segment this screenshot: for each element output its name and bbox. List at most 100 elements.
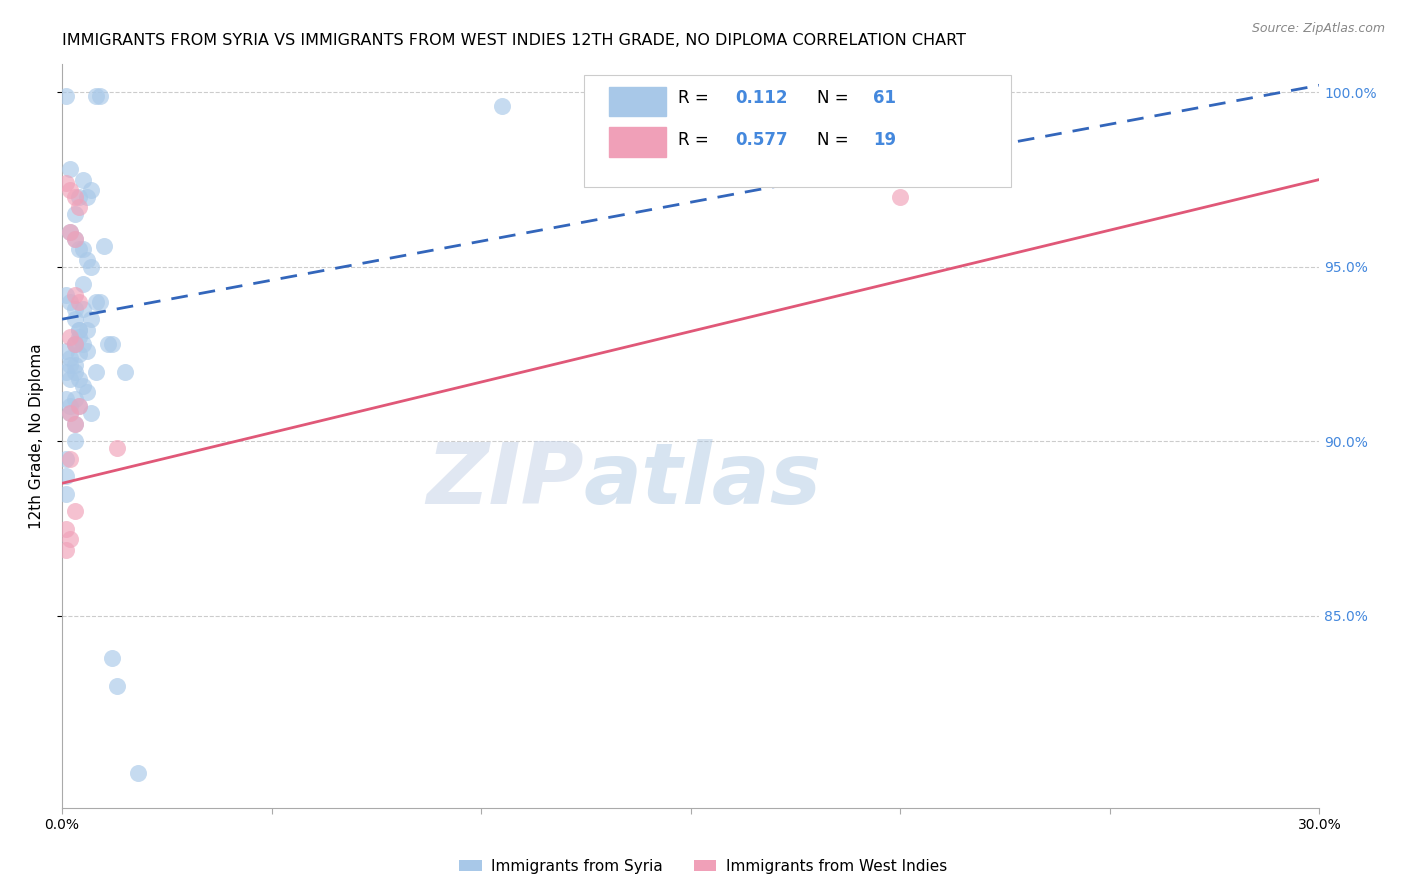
Point [114,365,136,379]
Point [63,207,86,221]
Point [72,301,94,316]
Point [59,183,82,197]
Point [59,225,82,239]
Point [76,385,98,400]
Legend: Immigrants from Syria, Immigrants from West Indies: Immigrants from Syria, Immigrants from W… [453,853,953,880]
Point [76,323,98,337]
Point [80,260,103,274]
Point [63,417,86,431]
Point [63,336,86,351]
Point [59,225,82,239]
Point [63,365,86,379]
Point [101,650,124,665]
Text: IMMIGRANTS FROM SYRIA VS IMMIGRANTS FROM WEST INDIES 12TH GRADE, NO DIPLOMA CORR: IMMIGRANTS FROM SYRIA VS IMMIGRANTS FROM… [62,33,966,48]
Point [67,400,90,414]
Point [72,277,94,292]
Point [105,679,128,693]
Point [72,378,94,392]
Point [59,358,82,372]
Point [59,351,82,365]
Point [76,252,98,267]
Point [67,190,90,204]
Point [127,766,149,780]
Point [59,371,82,385]
Point [67,323,90,337]
Point [67,347,90,361]
Point [93,239,115,253]
Point [59,406,82,420]
Point [84,294,107,309]
Text: N =: N = [817,131,853,149]
Point [67,294,90,309]
Point [63,190,86,204]
Point [491,99,513,113]
Point [80,183,103,197]
FancyBboxPatch shape [583,76,1011,187]
Point [67,323,90,337]
Point [67,243,90,257]
Text: 0.112: 0.112 [735,88,787,107]
Point [72,336,94,351]
Point [55,343,77,358]
Point [59,400,82,414]
Bar [609,128,665,157]
Point [72,243,94,257]
Point [67,400,90,414]
Y-axis label: 12th Grade, No Diploma: 12th Grade, No Diploma [30,343,44,529]
Point [63,287,86,301]
Point [80,312,103,326]
Point [63,336,86,351]
Text: Source: ZipAtlas.com: Source: ZipAtlas.com [1251,22,1385,36]
Point [59,294,82,309]
Point [55,469,77,483]
Text: N =: N = [817,88,853,107]
Point [101,336,124,351]
Point [105,442,128,456]
Text: R =: R = [678,131,714,149]
Point [97,336,120,351]
Point [59,161,82,176]
Point [63,312,86,326]
Point [67,201,90,215]
Point [889,190,911,204]
Text: 0.577: 0.577 [735,131,787,149]
Point [55,487,77,501]
Point [55,522,77,536]
Point [63,434,86,449]
Point [59,329,82,343]
Point [63,232,86,246]
Point [67,329,90,343]
Point [55,451,77,466]
Point [84,365,107,379]
Point [76,343,98,358]
Point [72,172,94,186]
Point [63,504,86,518]
Point [59,406,82,420]
Point [76,190,98,204]
Text: R =: R = [678,88,714,107]
Text: ZIP: ZIP [426,439,583,522]
Point [63,301,86,316]
Point [59,532,82,546]
Point [80,406,103,420]
Point [63,232,86,246]
Point [89,294,111,309]
Point [63,358,86,372]
Text: atlas: atlas [583,439,823,522]
Text: 19: 19 [873,131,896,149]
Point [63,417,86,431]
Point [63,392,86,407]
Bar [609,87,665,116]
Point [55,392,77,407]
Point [55,176,77,190]
Point [55,365,77,379]
Point [89,88,111,103]
Point [59,451,82,466]
Point [63,336,86,351]
Text: 61: 61 [873,88,896,107]
Point [67,371,90,385]
Point [55,88,77,103]
Point [84,88,107,103]
Point [55,542,77,557]
Point [55,287,77,301]
